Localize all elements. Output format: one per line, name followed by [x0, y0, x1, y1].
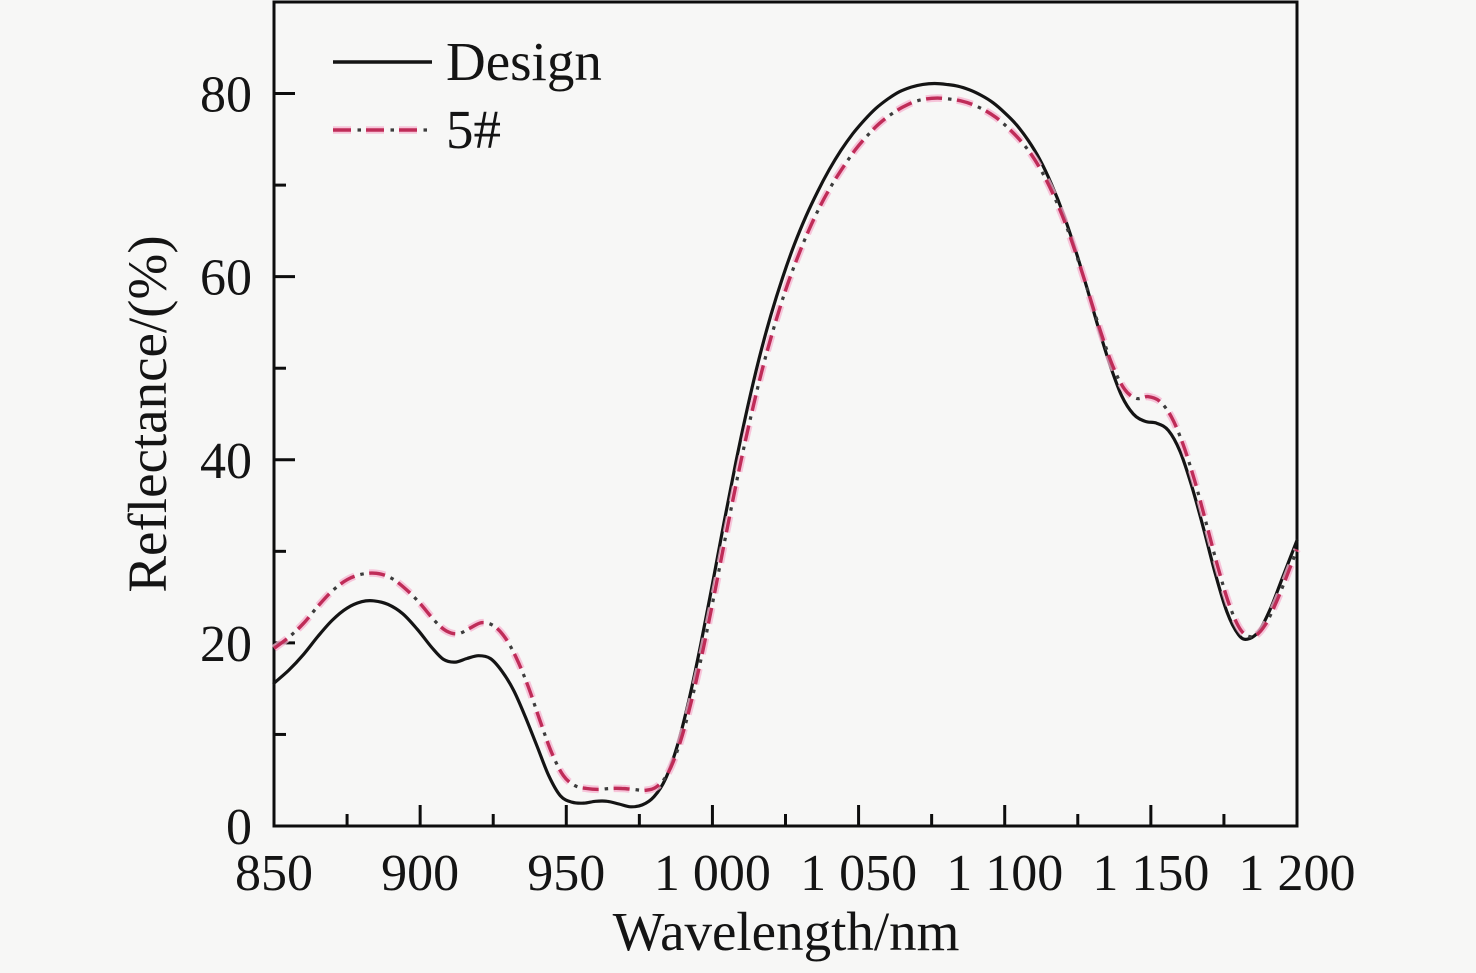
- x-tick-label: 1 000: [654, 845, 771, 902]
- plot-frame: [272, 0, 1299, 828]
- y-tick-label: 0: [226, 799, 252, 856]
- legend-label-5hash: 5#: [446, 99, 501, 160]
- series-5hash: [271, 94, 1301, 795]
- y-tick-label: 20: [200, 616, 252, 673]
- legend-item-design: Design: [333, 31, 602, 92]
- x-tick-label: 1 150: [1092, 845, 1209, 902]
- design-curve: [272, 81, 1299, 809]
- legend-label-design: Design: [446, 31, 602, 92]
- legend-item-5hash: 5#: [333, 99, 501, 160]
- series-design: [272, 81, 1299, 809]
- x-tick-label: 1 100: [946, 845, 1063, 902]
- x-tick-label: 950: [527, 845, 605, 902]
- axis-ticks: [272, 92, 1299, 828]
- y-tick-label: 40: [200, 433, 252, 490]
- x-tick-label: 1 200: [1239, 845, 1356, 902]
- x-tick-label: 850: [235, 845, 313, 902]
- x-tick-label: 900: [381, 845, 459, 902]
- 5hash-curve-dot: [273, 96, 1299, 793]
- x-axis-tick-labels: 850 900 950 1 000 1 050 1 100 1 150 1 20…: [235, 845, 1356, 902]
- y-tick-label: 60: [200, 250, 252, 307]
- 5hash-curve-dash: [272, 96, 1299, 793]
- y-axis-tick-labels: 0 20 40 60 80: [200, 67, 252, 856]
- x-tick-label: 1 050: [800, 845, 917, 902]
- 5hash-curve-halo: [271, 94, 1301, 795]
- y-tick-label: 80: [200, 67, 252, 124]
- x-axis-title: Wavelength/nm: [613, 901, 960, 962]
- y-axis-title: Reflectance/(%): [117, 235, 178, 592]
- legend: Design 5#: [333, 31, 602, 160]
